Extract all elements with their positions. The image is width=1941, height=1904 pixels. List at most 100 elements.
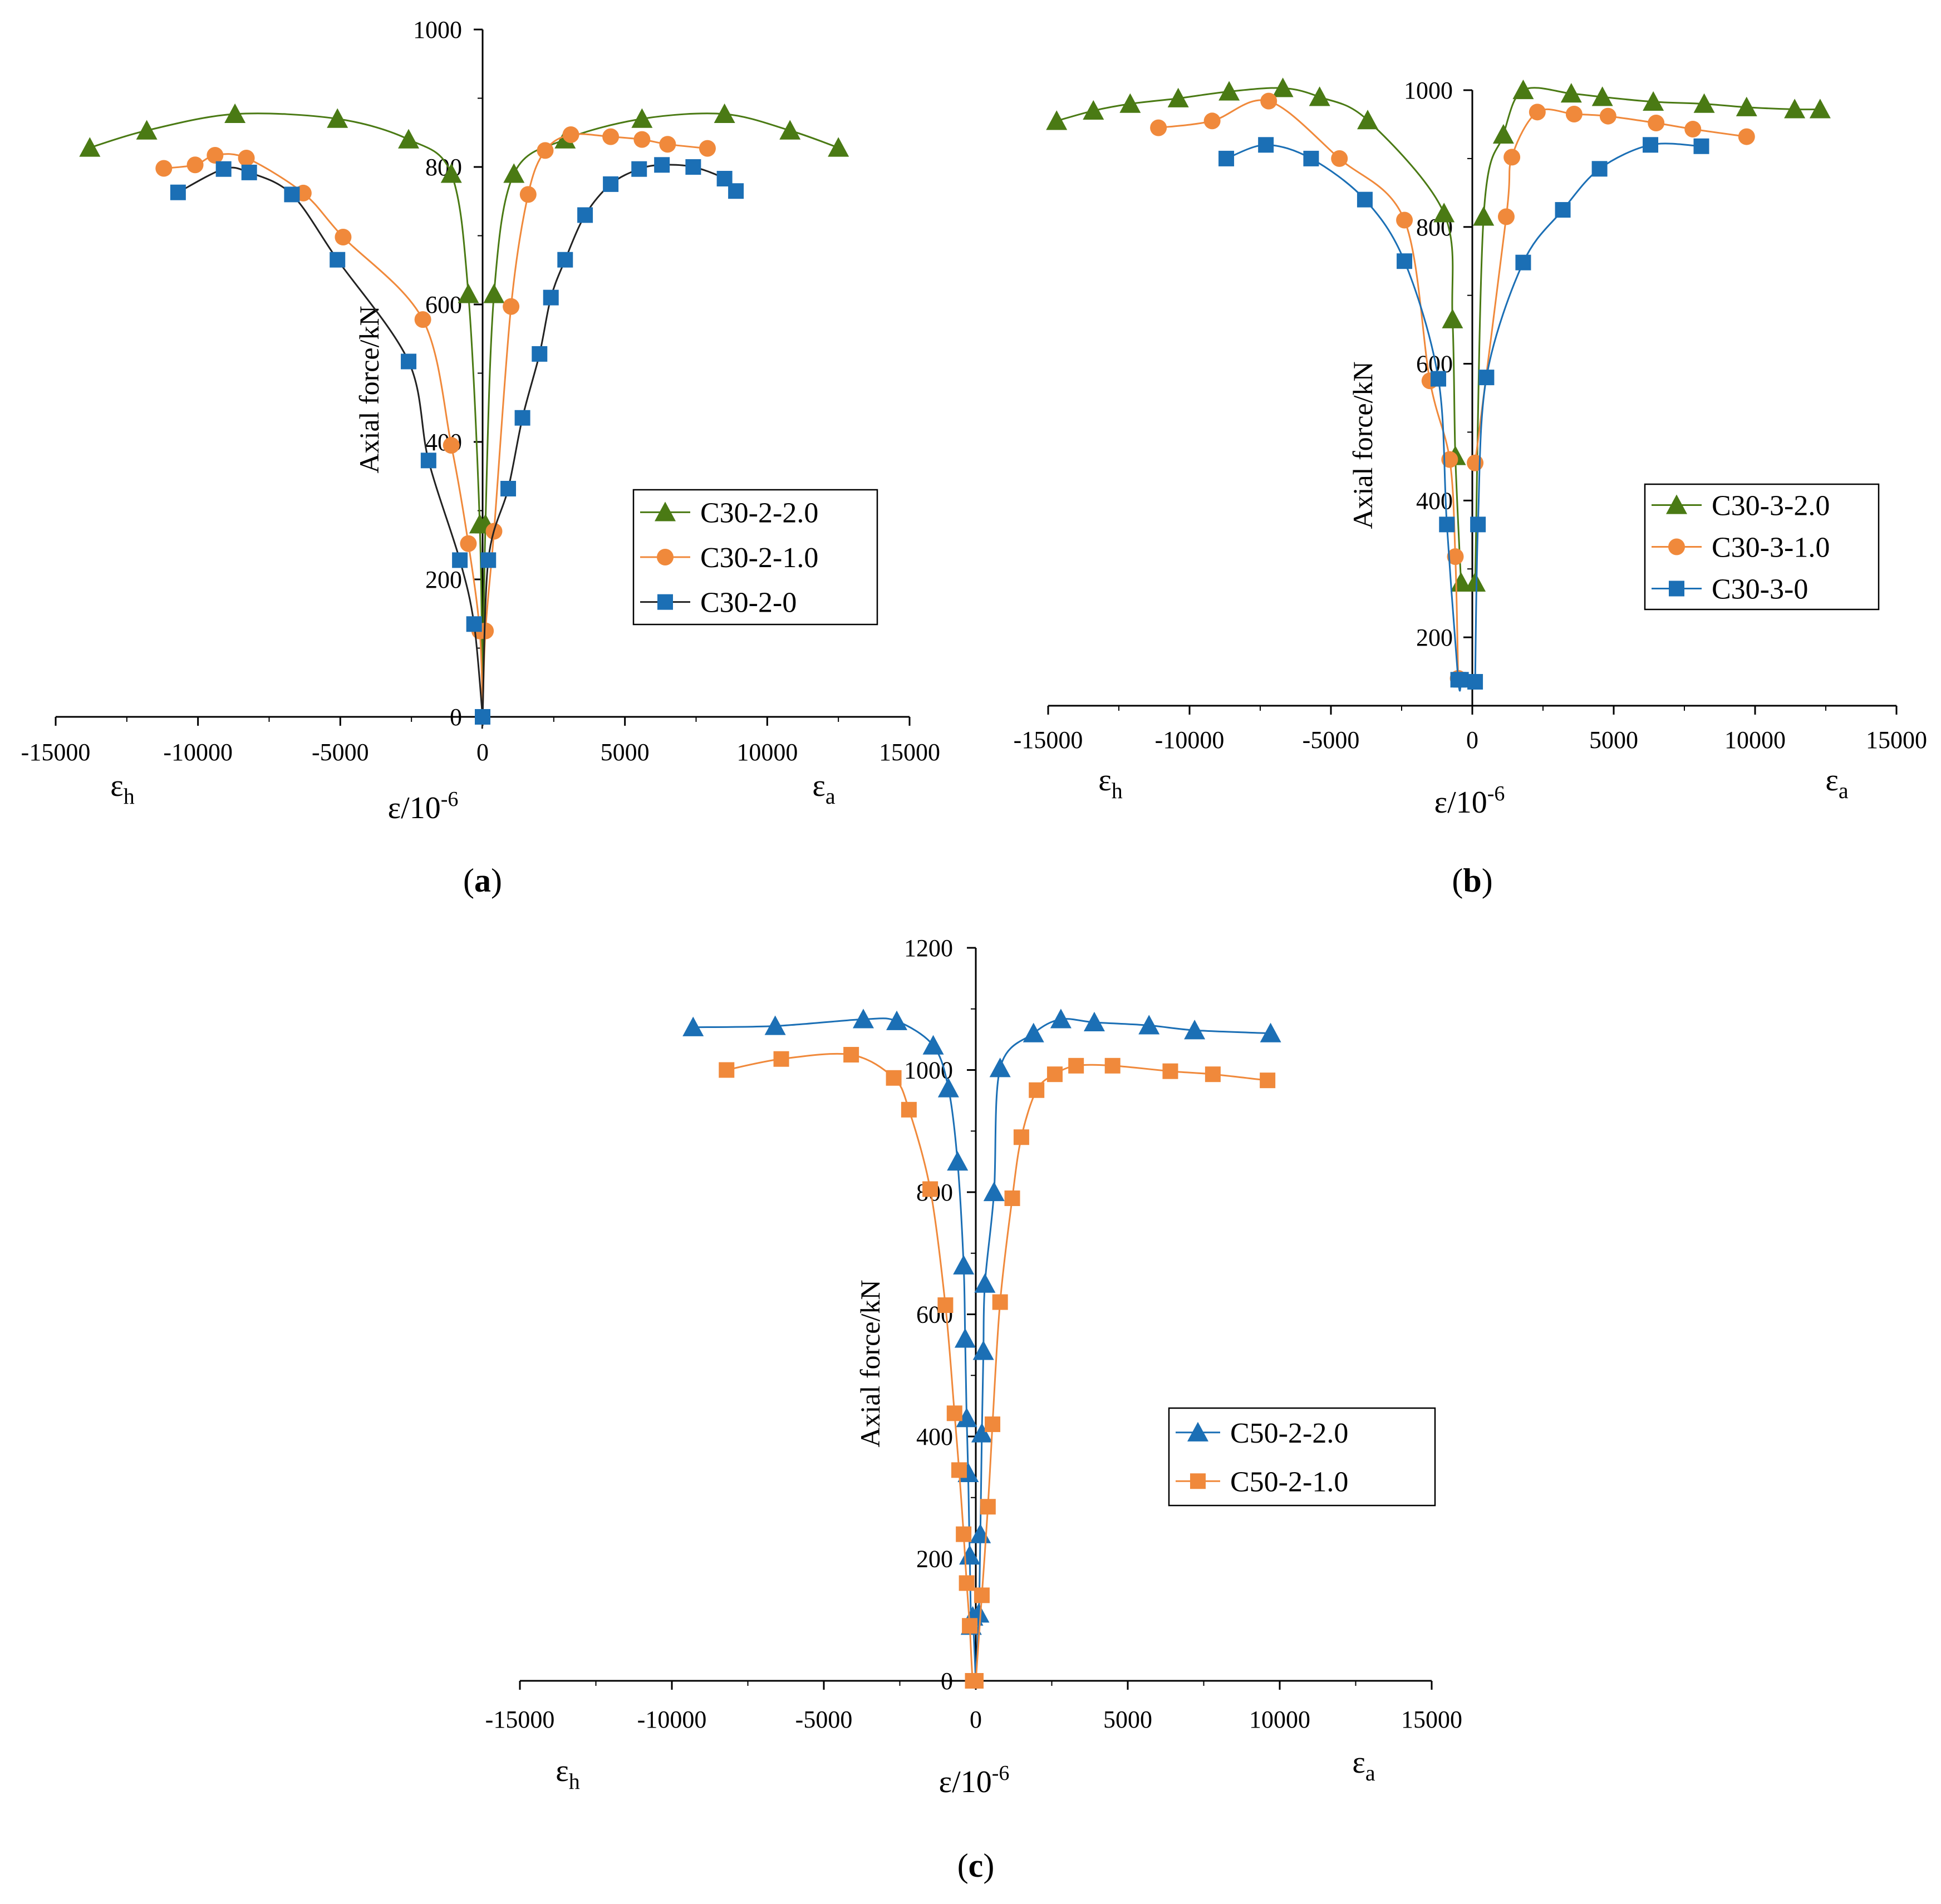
chart-a-series-3-point-2 — [241, 164, 257, 180]
chart-a-series-3-point-14 — [543, 289, 559, 306]
chart-a-series-2-point-12 — [503, 298, 520, 315]
chart-a-series-2-point-13 — [519, 186, 537, 203]
chart-b-series-1-point-19 — [1693, 93, 1715, 113]
chart-a-x-tick-label-4: 5000 — [601, 739, 650, 766]
chart-b-series-2-point-9 — [1467, 454, 1484, 471]
chart-c-series-1-point-6 — [947, 1151, 969, 1171]
chart-c-caption: (c) — [957, 1847, 995, 1884]
chart-panel-b: -15000 -10000 -5000 0 5000 10000 1500020040060… — [1014, 77, 1927, 899]
chart-c-series-1-point-23 — [1083, 1011, 1105, 1032]
chart-a-series-3-point-17 — [603, 176, 619, 192]
chart-a-x-label-left: εh — [110, 769, 135, 809]
chart-b-series-1-point-17 — [1591, 86, 1613, 106]
chart-a-series-2-point-3 — [238, 149, 255, 166]
chart-a-series-3-point-6 — [420, 452, 436, 469]
chart-panel-a: -15000-10000-500005000100001500002004006… — [21, 16, 940, 899]
chart-a-series-1-point-3 — [327, 108, 348, 128]
chart-b-series-1-point-3 — [1167, 87, 1189, 107]
chart-a-series-2-point-18 — [659, 136, 676, 153]
chart-c-y-axis-title: Axial force/kN — [854, 1280, 886, 1447]
chart-c-legend-marker-2-point-legend — [1190, 1473, 1206, 1489]
chart-c-series-2-point-7 — [946, 1405, 962, 1421]
chart-b-series-1-point-16 — [1560, 83, 1582, 103]
chart-c-series-1-point-19 — [983, 1182, 1005, 1202]
chart-a-series-3-point-5 — [401, 353, 417, 370]
chart-a-series-3 — [170, 157, 744, 729]
chart-c-series-1-point-22 — [1050, 1008, 1072, 1029]
chart-b-legend-label-1: C30-3-2.0 — [1712, 490, 1830, 522]
chart-c-series-2-point-16 — [985, 1416, 1001, 1433]
chart-b-legend-label-2: C30-3-1.0 — [1712, 532, 1830, 564]
chart-a-series-1-point-9 — [483, 283, 505, 303]
chart-c-series-1-point-3 — [886, 1010, 908, 1030]
chart-c-series-2-point-23 — [1104, 1057, 1121, 1074]
chart-b-x-tick-label-2: -5000 — [1303, 726, 1360, 754]
chart-a-x-tick-label-0: -15000 — [21, 739, 91, 766]
chart-a-y-tick-label-0: 0 — [450, 703, 462, 731]
chart-b-series-3-point-13 — [1555, 202, 1571, 218]
chart-c-x-tick-label-3: 0 — [970, 1706, 982, 1733]
chart-b-series-3 — [1218, 137, 1709, 692]
chart-a-series-3-point-3 — [284, 186, 300, 203]
chart-a-x-tick-label-6: 15000 — [879, 739, 940, 766]
chart-b-series-3-point-0 — [1218, 150, 1235, 166]
chart-c-series-1-point-20 — [989, 1057, 1011, 1078]
chart-a-series-1-point-0 — [79, 137, 101, 157]
chart-c-series-1-point-24 — [1138, 1015, 1160, 1035]
chart-b-series-3-point-5 — [1431, 371, 1447, 387]
chart-a-legend: C30-2-2.0 C30-2-1.0 C30-2-0 — [632, 489, 878, 626]
chart-c-legend: C50-2-2.0 C50-2-1.0 — [1168, 1407, 1436, 1507]
chart-c-series-1-point-9 — [956, 1408, 977, 1428]
chart-c-series-2-point-6 — [937, 1297, 954, 1313]
chart-b-caption: (b) — [1452, 862, 1492, 899]
chart-c-series-1-point-8 — [954, 1328, 976, 1348]
chart-a-series-1-point-5 — [440, 163, 462, 183]
chart-c-series-2-point-1 — [773, 1051, 789, 1067]
chart-b-series-1-point-6 — [1309, 86, 1330, 106]
chart-b-series-3-point-14 — [1591, 161, 1608, 177]
chart-c-series-2-point-0 — [719, 1062, 735, 1078]
chart-a-series-3-point-1 — [215, 161, 232, 177]
chart-c-x-tick-label-0: -15000 — [485, 1706, 555, 1733]
chart-c-series-1-point-21 — [1023, 1022, 1044, 1042]
chart-b-series-2-point-15 — [1648, 114, 1665, 131]
chart-b-series-2-point-11 — [1503, 149, 1521, 166]
chart-c-series-2-point-4 — [901, 1101, 917, 1118]
chart-c-series-1-point-14 — [968, 1603, 990, 1623]
chart-c-x-tick-label-5: 10000 — [1249, 1706, 1310, 1733]
chart-a-series-3-point-15 — [557, 252, 573, 268]
chart-b-x-label-left: εh — [1098, 763, 1123, 803]
chart-a-series-2-point-5 — [335, 228, 352, 245]
chart-c-legend-label-2: C50-2-1.0 — [1230, 1466, 1348, 1498]
chart-b-series-1-point-21 — [1784, 99, 1806, 119]
chart-c-x-tick-label-2: -5000 — [795, 1706, 853, 1733]
chart-c-y-tick-label-2: 400 — [916, 1423, 953, 1450]
chart-c-series-2-point-20 — [1029, 1082, 1045, 1098]
chart-c-series-1-point-4 — [922, 1035, 944, 1055]
chart-b-series-1-point-8 — [1433, 203, 1455, 223]
chart-c-series-2-point-15 — [980, 1499, 996, 1515]
chart-b-series-1-point-20 — [1736, 96, 1757, 116]
chart-c-x-tick-label-6: 15000 — [1401, 1706, 1462, 1733]
chart-b-series-2-point-0 — [1150, 119, 1167, 136]
chart-a-series-1-point-4 — [398, 129, 420, 149]
chart-b-series-2-line-left — [1158, 99, 1460, 678]
chart-a-series-2-point-0 — [155, 160, 173, 177]
chart-b-y-tick-label-1: 400 — [1416, 487, 1453, 514]
chart-a-series-3-point-4 — [330, 252, 346, 268]
chart-a-legend-label-1: C30-2-2.0 — [700, 497, 818, 529]
chart-a-legend-marker-1-point-legend — [655, 501, 676, 521]
chart-a-legend-marker-2-point-legend — [657, 549, 674, 565]
chart-c-series-2-point-18 — [1004, 1190, 1020, 1206]
chart-b-x-tick-label-4: 5000 — [1589, 726, 1638, 754]
chart-c-y-tick-label-1: 200 — [916, 1546, 953, 1573]
chart-c-series-2-point-17 — [992, 1294, 1008, 1310]
chart-c-legend-marker-1-point-legend — [1187, 1421, 1208, 1441]
chart-c-series-1-point-18 — [974, 1273, 996, 1293]
chart-b-x-tick-label-5: 10000 — [1724, 726, 1786, 754]
chart-b-series-1-line-left — [1056, 87, 1462, 583]
chart-a-series-3-point-0 — [170, 184, 186, 200]
chart-b-series-2-point-16 — [1684, 121, 1702, 138]
chart-c-series-1-point-25 — [1184, 1020, 1206, 1040]
